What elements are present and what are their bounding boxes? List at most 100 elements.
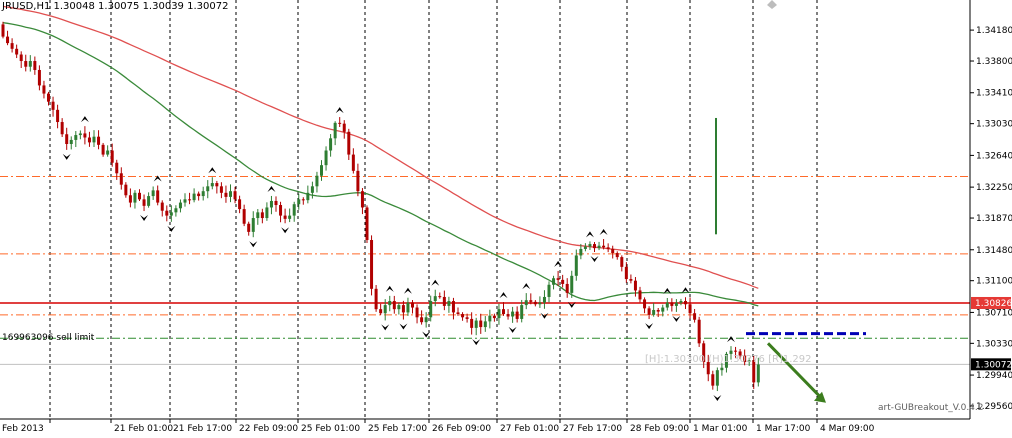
candle-body [6, 36, 10, 44]
candle-body [383, 305, 387, 314]
candle-body [10, 43, 14, 49]
candle-body [160, 202, 164, 211]
candle-body [552, 278, 556, 285]
candle-body [679, 301, 683, 303]
candle-body [87, 137, 91, 143]
candle-body [470, 318, 474, 328]
candle-body [356, 170, 360, 192]
candle-body [324, 150, 328, 166]
candle-body [56, 109, 60, 123]
price-tick-label: 1.30330 [976, 339, 1012, 349]
candle-body [652, 309, 656, 315]
candle-body [188, 199, 192, 201]
candle-body [115, 162, 119, 174]
fractal-down-marker [422, 331, 431, 338]
candle-body [706, 362, 710, 375]
candle-body [92, 136, 96, 143]
candle-body [656, 309, 660, 312]
candle-body [229, 191, 232, 197]
candle-body [438, 296, 442, 298]
candle-body [219, 186, 223, 193]
candle-body [28, 61, 32, 67]
indicator-watermark: art-GUBreakout_V.0.4.2 [878, 403, 984, 413]
candle-body [697, 319, 701, 344]
price-tick-label: 1.30710 [976, 308, 1012, 318]
candle-body [538, 302, 542, 305]
candle-body [492, 315, 496, 319]
candle-body [315, 175, 319, 187]
candle-body [620, 257, 624, 267]
fractal-up-marker [499, 292, 508, 299]
candle-body [183, 199, 187, 203]
candle-body [483, 321, 487, 328]
time-tick-label: 27 Feb 17:00 [563, 424, 622, 434]
fractal-down-marker [167, 225, 176, 232]
candle-body [711, 374, 715, 386]
price-tick-label: 1.32250 [976, 183, 1012, 193]
candle-body [511, 311, 515, 317]
fractal-up-marker [153, 175, 162, 182]
candle-body [165, 210, 169, 216]
candle-body [665, 302, 669, 308]
candle-body [411, 302, 414, 308]
candle-body [310, 186, 314, 193]
time-tick-label: 1 Mar 01:00 [693, 424, 748, 434]
candle-body [401, 305, 405, 313]
candle-body [233, 191, 237, 200]
candle-body [60, 122, 64, 135]
time-tick-label: 21 Feb 17:00 [173, 424, 232, 434]
candle-body [215, 183, 219, 187]
candle-body [329, 138, 333, 151]
fractal-up-marker [403, 287, 412, 294]
candle-body [42, 85, 46, 94]
candle-body [565, 283, 569, 293]
candle-body [106, 150, 110, 155]
candle-body [583, 246, 587, 249]
grid-layer [49, 0, 818, 419]
candle-body [242, 209, 246, 224]
candle-body [752, 360, 756, 383]
candle-body [611, 248, 615, 254]
trend-arrow-head [814, 391, 826, 403]
candle-body [1, 24, 5, 37]
candle-body [101, 144, 105, 155]
candle-body [420, 317, 424, 323]
candle-body [542, 296, 546, 303]
candle-body [379, 309, 383, 314]
candle-body [615, 253, 619, 258]
fractal-down-marker [472, 339, 481, 346]
chart-shift-marker [767, 0, 777, 9]
candle-body [351, 154, 355, 171]
candle-body [429, 301, 433, 318]
candle-body [629, 279, 633, 281]
candle-body [638, 290, 642, 300]
candle-body [19, 54, 23, 62]
candle-body [702, 343, 706, 363]
level-price-tag-bg [971, 296, 1011, 309]
candle-body [124, 184, 128, 196]
sell-limit-order-label[interactable]: 169963096 sell limit [2, 333, 95, 343]
candle-body [556, 278, 560, 280]
candle-body [320, 165, 323, 176]
candle-body [488, 315, 492, 322]
fractal-down-marker [140, 215, 149, 222]
candle-body [151, 190, 155, 197]
candle-body [756, 364, 760, 383]
candle-body [684, 301, 687, 305]
candle-body [224, 192, 228, 197]
candle-body [633, 280, 637, 291]
candle-body [24, 61, 28, 67]
price-tick-label: 1.32640 [976, 151, 1012, 161]
fractal-up-marker [727, 336, 735, 343]
candle-body [360, 191, 364, 208]
time-tick-label: 27 Feb 01:00 [500, 424, 559, 434]
current-price-tag-bg [971, 358, 1011, 371]
candle-body [292, 204, 296, 216]
candle-body [588, 244, 592, 247]
candle-body [297, 199, 301, 205]
candle-body [597, 245, 601, 249]
fractal-down-marker [713, 395, 722, 402]
